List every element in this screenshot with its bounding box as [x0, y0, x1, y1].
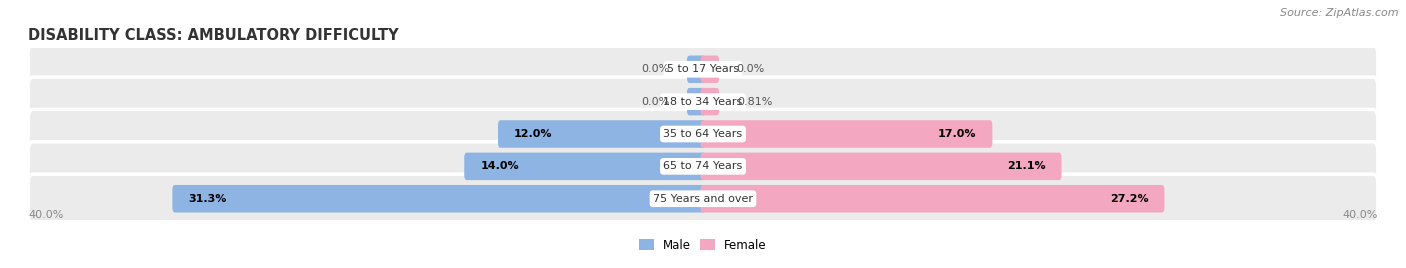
- FancyBboxPatch shape: [498, 120, 706, 148]
- Legend: Male, Female: Male, Female: [640, 239, 766, 252]
- FancyBboxPatch shape: [464, 152, 706, 180]
- Text: 40.0%: 40.0%: [1343, 210, 1378, 220]
- Text: 65 to 74 Years: 65 to 74 Years: [664, 161, 742, 171]
- FancyBboxPatch shape: [173, 185, 706, 213]
- FancyBboxPatch shape: [688, 88, 706, 116]
- Text: 35 to 64 Years: 35 to 64 Years: [664, 129, 742, 139]
- Text: 5 to 17 Years: 5 to 17 Years: [666, 64, 740, 74]
- Text: Source: ZipAtlas.com: Source: ZipAtlas.com: [1281, 8, 1399, 18]
- FancyBboxPatch shape: [28, 45, 1378, 94]
- Text: 0.0%: 0.0%: [641, 64, 669, 74]
- Text: 14.0%: 14.0%: [481, 161, 519, 171]
- Text: 75 Years and over: 75 Years and over: [652, 194, 754, 204]
- Text: 12.0%: 12.0%: [515, 129, 553, 139]
- Text: 0.0%: 0.0%: [737, 64, 765, 74]
- FancyBboxPatch shape: [700, 55, 718, 83]
- FancyBboxPatch shape: [28, 142, 1378, 191]
- Text: 0.0%: 0.0%: [641, 97, 669, 107]
- FancyBboxPatch shape: [28, 174, 1378, 223]
- Text: 0.81%: 0.81%: [737, 97, 772, 107]
- Text: 31.3%: 31.3%: [188, 194, 226, 204]
- FancyBboxPatch shape: [700, 152, 1062, 180]
- Text: 17.0%: 17.0%: [938, 129, 976, 139]
- FancyBboxPatch shape: [28, 77, 1378, 126]
- FancyBboxPatch shape: [28, 109, 1378, 159]
- Text: 40.0%: 40.0%: [28, 210, 63, 220]
- Text: DISABILITY CLASS: AMBULATORY DIFFICULTY: DISABILITY CLASS: AMBULATORY DIFFICULTY: [28, 28, 399, 43]
- FancyBboxPatch shape: [700, 185, 1164, 213]
- FancyBboxPatch shape: [700, 88, 720, 116]
- Text: 18 to 34 Years: 18 to 34 Years: [664, 97, 742, 107]
- Text: 27.2%: 27.2%: [1109, 194, 1149, 204]
- FancyBboxPatch shape: [700, 120, 993, 148]
- FancyBboxPatch shape: [688, 55, 706, 83]
- Text: 21.1%: 21.1%: [1007, 161, 1046, 171]
